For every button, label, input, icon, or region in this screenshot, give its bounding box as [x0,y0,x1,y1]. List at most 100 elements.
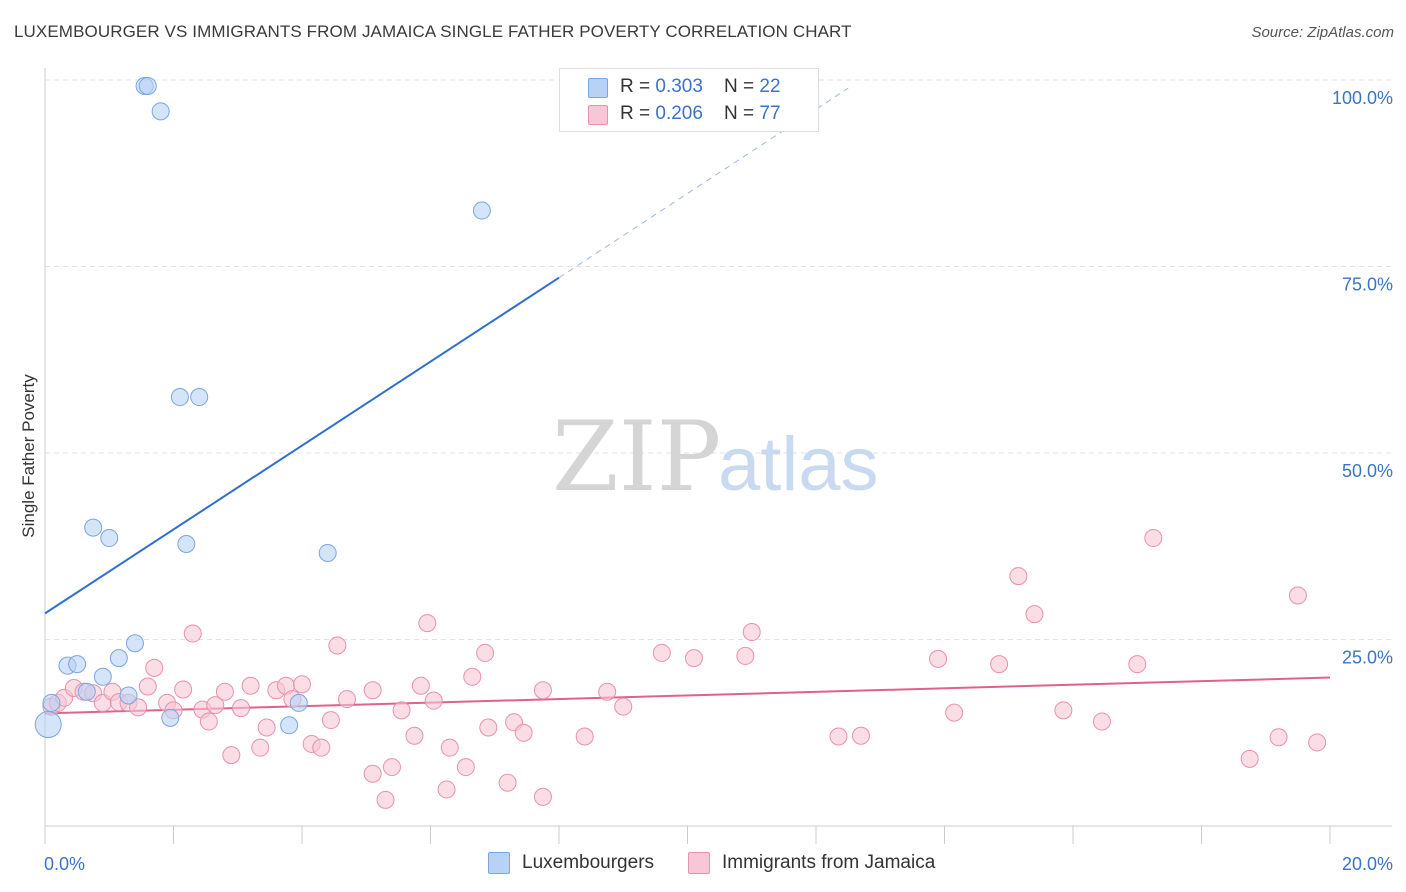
legend-label-luxembourgers: Luxembourgers [522,852,655,873]
data-point-jamaica [829,727,848,746]
data-point-luxembourgers [109,649,128,668]
data-point-jamaica [231,699,250,718]
data-point-luxembourgers [170,388,189,407]
data-point-jamaica [736,646,755,665]
data-point-jamaica [990,655,1009,674]
data-point-jamaica [1308,733,1327,752]
data-point-jamaica [684,649,703,668]
data-point-jamaica [514,723,533,742]
data-point-jamaica [206,696,225,715]
data-point-jamaica [312,738,331,757]
data-point-jamaica [1144,529,1163,548]
data-point-jamaica [129,698,148,717]
data-point-jamaica [1009,567,1028,586]
data-point-jamaica [945,703,964,722]
data-point-jamaica [1128,655,1147,674]
data-point-jamaica [145,658,164,677]
data-point-jamaica [652,643,671,662]
data-point-jamaica [1240,749,1259,768]
data-point-luxembourgers [318,543,337,562]
data-point-jamaica [533,681,552,700]
data-point-luxembourgers [280,716,299,735]
data-point-luxembourgers [125,634,144,653]
data-point-luxembourgers [68,655,87,674]
chart-title: LUXEMBOURGER VS IMMIGRANTS FROM JAMAICA … [14,22,852,41]
data-point-jamaica [376,790,395,809]
data-point-jamaica [293,675,311,694]
data-point-jamaica [575,727,594,746]
data-point-jamaica [174,680,193,699]
legend-r-value: 0.303 [655,76,703,97]
trend-line-jamaica [44,676,1331,715]
data-point-jamaica [1269,728,1288,747]
watermark-atlas: atlas [718,422,879,507]
data-point-luxembourgers [93,667,112,686]
data-point-jamaica [440,738,459,757]
source-label: Source: ZipAtlas.com [1251,24,1394,41]
data-point-luxembourgers [138,76,157,95]
x-tick-label: 20.0% [1342,854,1393,874]
legend-swatch-pink [588,105,608,125]
series-luxembourgers-points [34,76,491,739]
data-point-jamaica [215,682,234,701]
data-point-jamaica [411,676,430,695]
data-point-jamaica [929,649,948,668]
series-legend: Luxembourgers Immigrants from Jamaica [0,852,1406,878]
data-point-jamaica [614,697,633,716]
data-point-jamaica [418,614,437,633]
data-point-luxembourgers [472,201,491,220]
legend-n-value: 22 [759,76,781,97]
legend-label-jamaica: Immigrants from Jamaica [722,852,936,873]
data-point-jamaica [498,773,517,792]
data-point-jamaica [598,682,617,701]
data-point-jamaica [328,636,347,655]
data-point-jamaica [257,718,276,737]
correlation-legend: R = 0.303 N = 22 R = 0.206 N = 77 [559,68,819,132]
data-point-jamaica [1054,701,1073,720]
data-point-luxembourgers [77,682,96,701]
legend-swatch-blue [588,78,608,98]
legend-n-label: N = [724,103,760,124]
data-point-luxembourgers [161,708,180,727]
data-point-jamaica [456,758,475,777]
legend-r-label: R = [620,103,656,124]
data-point-luxembourgers [34,711,62,739]
y-tick-label: 100.0% [1332,88,1393,108]
data-point-jamaica [405,726,424,745]
legend-item-jamaica[interactable]: Immigrants from Jamaica [688,852,935,874]
data-point-jamaica [222,746,241,765]
data-point-jamaica [241,676,260,695]
data-point-luxembourgers [119,686,138,705]
legend-swatch-blue [488,852,510,874]
data-point-jamaica [1092,712,1111,731]
data-point-jamaica [424,691,443,710]
data-point-jamaica [138,677,157,696]
data-point-luxembourgers [42,693,61,712]
data-point-jamaica [363,764,382,783]
data-point-jamaica [183,624,202,643]
data-point-luxembourgers [177,535,196,554]
data-point-jamaica [321,711,340,730]
legend-item-luxembourgers[interactable]: Luxembourgers [488,852,654,874]
y-tick-label: 50.0% [1342,461,1393,481]
legend-r-label: R = [620,76,656,97]
data-point-jamaica [463,667,482,686]
data-point-luxembourgers [151,102,170,121]
data-point-jamaica [1025,605,1044,624]
data-point-jamaica [382,758,401,777]
data-point-jamaica [251,738,270,757]
data-point-jamaica [533,787,552,806]
y-tick-label: 75.0% [1342,275,1393,295]
data-point-jamaica [363,681,382,700]
data-point-jamaica [392,701,411,720]
data-point-jamaica [851,726,870,745]
x-tick-label: 0.0% [44,854,85,874]
data-point-jamaica [479,718,498,737]
legend-n-value: 77 [759,103,781,124]
y-tick-label: 25.0% [1342,648,1393,668]
legend-swatch-pink [688,852,710,874]
data-point-luxembourgers [190,388,209,407]
watermark: ZIP atlas [552,401,879,513]
data-point-jamaica [476,643,495,662]
